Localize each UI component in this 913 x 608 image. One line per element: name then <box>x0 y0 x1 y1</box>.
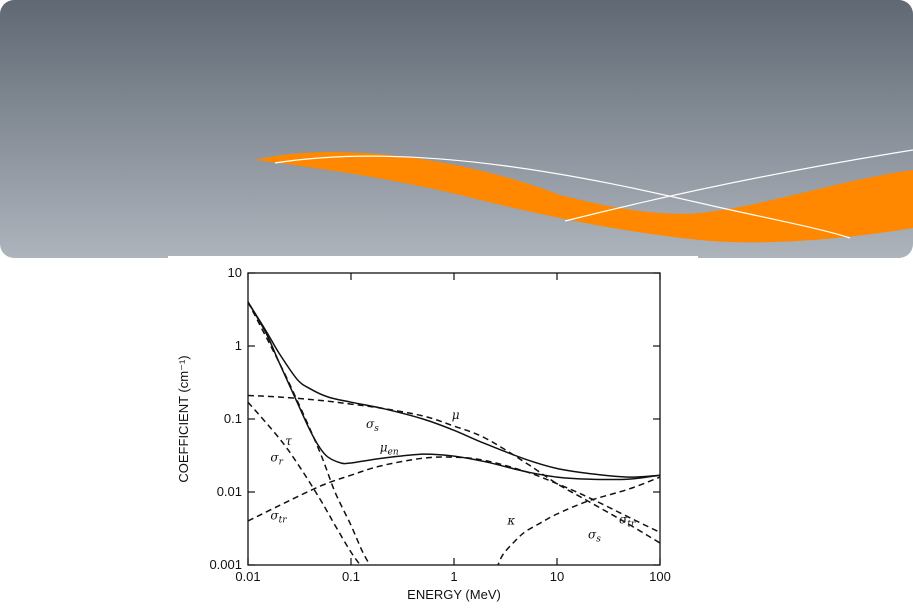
series-line <box>248 456 660 534</box>
y-tick-label: 0.1 <box>224 411 242 426</box>
series-line <box>248 301 371 565</box>
curve-label: τ <box>285 434 292 448</box>
orange-swoosh <box>255 152 913 243</box>
x-tick-label: 1 <box>450 569 457 584</box>
series-line <box>248 301 660 478</box>
swoosh-line-1 <box>274 155 851 239</box>
y-tick-label: 0.01 <box>217 484 242 499</box>
curve-label: κ <box>506 513 515 527</box>
series-line <box>248 301 660 481</box>
curve-label: σr <box>270 451 283 468</box>
x-axis-title: ENERGY (MeV) <box>407 587 501 602</box>
curve-label: μ <box>452 408 460 422</box>
curve-label: σtr <box>619 513 636 530</box>
series-line <box>497 476 660 565</box>
curve-label: σtr <box>270 509 287 526</box>
series-line <box>248 394 660 544</box>
y-tick-label: 10 <box>228 265 242 280</box>
slide-header-banner <box>0 0 913 258</box>
y-tick-label: 0.001 <box>209 557 242 572</box>
swoosh-line-2 <box>564 149 913 222</box>
x-tick-label: 10 <box>550 569 564 584</box>
y-axis-title: COEFFICIENT (cm⁻¹) <box>176 355 191 482</box>
curve-label: μen <box>380 440 399 457</box>
curve-label: σs <box>588 528 601 545</box>
curve-label: σs <box>366 417 379 434</box>
banner-background <box>0 0 913 258</box>
x-tick-label: 100 <box>649 569 671 584</box>
y-tick-label: 1 <box>235 338 242 353</box>
x-tick-label: 0.01 <box>235 569 260 584</box>
x-tick-label: 0.1 <box>342 569 360 584</box>
series-line <box>248 401 362 565</box>
chart-panel: 0.01 0.1 1 10 100 0.001 0.01 0.1 1 10 μ μen σs τ σr σt… <box>168 256 698 608</box>
